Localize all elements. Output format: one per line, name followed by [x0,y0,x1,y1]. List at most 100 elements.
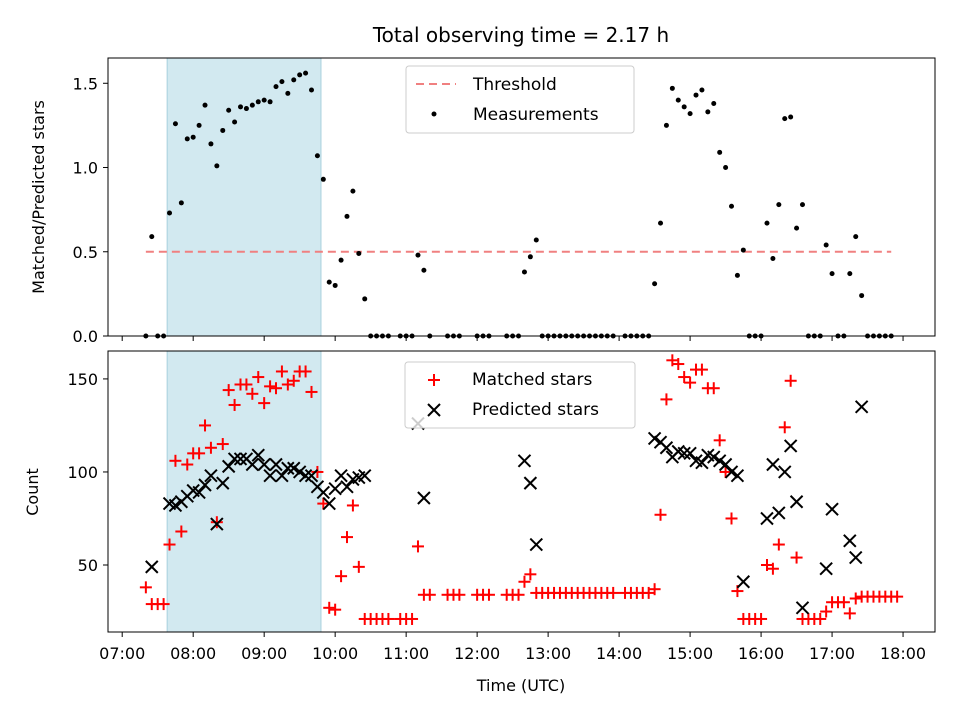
measurement-point [859,293,865,299]
predicted-star-marker [724,465,739,479]
measurement-point [652,281,658,287]
matched-star-marker [181,458,194,471]
bottom-y-axis-label: Count [23,468,42,516]
predicted-marker-b [795,601,810,615]
matched-star-marker [695,363,708,376]
predicted-star-marker [517,454,532,468]
predicted-star-marker [819,562,833,576]
matched-star-marker [719,465,732,478]
x-tick-label: 17:00 [809,644,855,663]
bottom-x-axis-label: Time (UTC) [476,676,565,695]
measurement-point [693,92,699,98]
predicted-marker-b [712,454,727,468]
predicted-marker-b [689,454,703,468]
measurement-point [663,122,669,128]
measurement-point [675,97,681,103]
predicted-marker-b [192,485,206,500]
matched-star-marker [482,588,495,601]
predicted-star-marker [245,457,260,472]
measurement-point [285,90,291,96]
predicted-star-marker [659,441,674,455]
predicted-marker-b [736,575,751,589]
measurement-point [232,119,238,125]
predicted-marker-b [198,478,212,492]
predicted-marker-b [647,431,662,446]
predicted-marker-b [340,480,354,494]
predicted-star-marker [281,461,295,475]
matched-star-marker [246,387,259,400]
top-y-axis-label: Matched/Predicted stars [29,100,48,294]
predicted-marker-b [730,468,745,483]
matched-star-marker [837,596,850,609]
matched-stars-series [139,354,904,625]
matched-star-marker [411,540,424,553]
predicted-star-marker [287,461,301,475]
measurement-point [847,271,853,277]
predicted-marker-b [825,502,839,516]
predicted-star-marker [523,476,538,490]
predicted-star-marker [783,439,798,453]
measurement-point [167,210,173,216]
legend-predicted-label: Predicted stars [472,400,599,420]
predicted-marker-b [707,450,721,464]
measurement-point [243,106,249,112]
matched-star-marker [512,588,525,601]
legend-predicted-marker [427,403,441,417]
predicted-marker-b [724,465,739,479]
matched-star-marker [346,499,359,512]
predicted-star-marker [275,468,289,483]
predicted-star-marker [789,495,804,509]
matched-star-marker [654,508,667,521]
measurement-point [202,102,208,108]
measurement-point [788,114,794,120]
predicted-star-marker [269,457,283,472]
predicted-star-marker [736,575,751,589]
matched-star-marker [175,525,188,538]
matched-star-marker [317,497,330,510]
matched-star-marker [660,393,673,406]
measurement-point [172,121,178,127]
measurements-series [143,70,894,339]
predicted-marker-b [789,495,804,509]
matched-star-marker [323,601,336,614]
matched-star-marker [139,581,152,594]
matched-star-marker [163,538,176,551]
predicted-star-marker [647,431,662,446]
matched-star-marker [778,421,791,434]
measurement-point [220,127,226,133]
predicted-star-marker [843,534,857,548]
predicted-marker-b [778,465,792,479]
matched-star-marker [524,568,537,581]
legend-threshold-label: Threshold [472,75,557,95]
measurement-point [699,87,705,93]
matched-star-marker [772,538,785,551]
measurement-point [261,97,267,103]
measurement-point [415,252,421,258]
predicted-star-marker [304,468,319,483]
matched-star-marker [784,374,797,387]
predicted-marker-b [328,482,342,496]
predicted-marker-b [210,517,224,531]
measurement-point [208,141,214,147]
predicted-star-marker [778,465,792,479]
y-tick-label: 1.0 [73,159,98,178]
predicted-marker-b [227,452,242,466]
predicted-star-marker [795,601,810,615]
y-tick-label: 0.0 [73,327,98,346]
predicted-marker-b [334,468,348,483]
measurement-point [527,254,533,260]
measurement-point [350,188,356,194]
predicted-star-marker [322,496,336,511]
predicted-marker-b [162,496,177,511]
matched-star-marker [406,612,419,625]
measurement-point [421,267,427,273]
matched-star-marker [222,384,235,397]
predicted-marker-b [695,455,709,470]
y-tick-label: 1.5 [73,74,98,93]
predicted-star-marker [251,448,265,462]
predicted-marker-b [766,457,780,472]
bottom-panel: 50 100 150 07:00 08:00 09:00 10:00 11:00 12:00 1… [23,350,936,695]
predicted-star-marker [417,491,431,505]
measurement-point [356,250,362,256]
